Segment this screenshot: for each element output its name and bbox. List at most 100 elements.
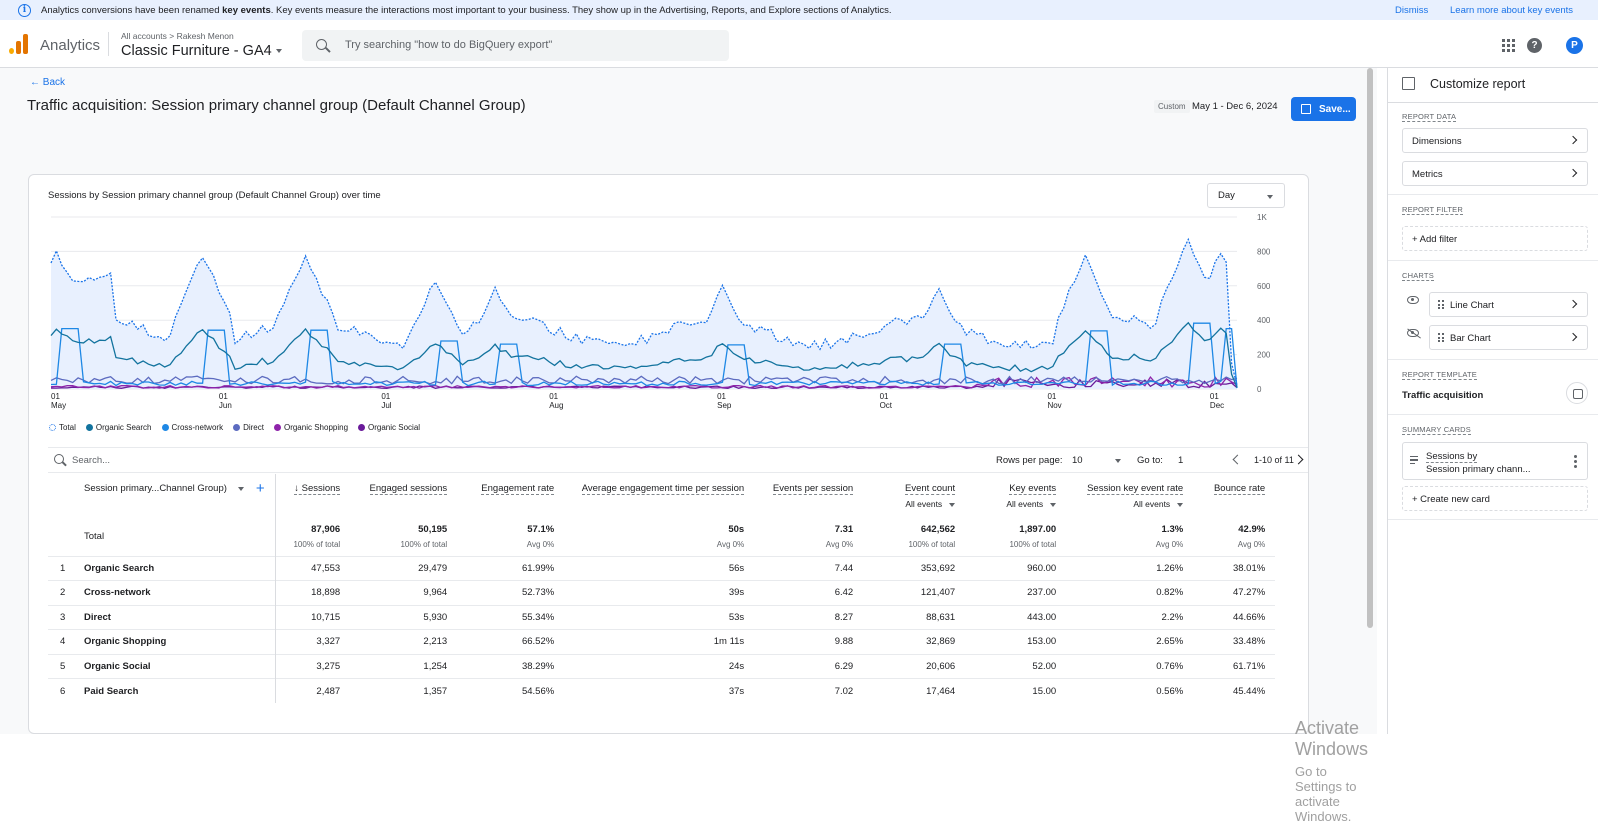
app-name[interactable]: Analytics [40, 37, 101, 54]
channel-name: Organic Search [74, 555, 276, 581]
report-filter-heading: REPORT FILTER [1402, 205, 1463, 215]
metric-cell: 9.88 [754, 629, 864, 654]
eye-icon[interactable] [1407, 296, 1419, 304]
template-name: Traffic acquisition [1402, 390, 1484, 401]
table-row[interactable]: 1 Organic Search 47,553 29,479 61.99% 56s 7.44… [48, 555, 1276, 581]
event-filter-dropdown[interactable]: All events [863, 499, 955, 509]
rows-per-page-select[interactable]: 10 [1072, 455, 1083, 466]
chevron-left-icon[interactable] [1232, 454, 1243, 465]
total-cell: 50,195 100% of total [400, 524, 448, 550]
metric-cell: 237.00 [965, 580, 1067, 605]
property-selector[interactable]: Classic Furniture - GA4 [121, 43, 282, 59]
metric-cell: 38.01% [1193, 555, 1276, 581]
event-filter-dropdown[interactable]: All events [965, 499, 1056, 509]
x-tick-label: Oct [880, 401, 893, 410]
back-link[interactable]: ← Back [30, 77, 66, 88]
x-tick-label: 01 [549, 392, 558, 401]
column-header[interactable]: Events per session [772, 483, 854, 495]
panel-header: Customize report [1388, 68, 1598, 103]
summary-card[interactable]: Sessions by Session primary chann... [1402, 442, 1588, 480]
apps-grid-icon[interactable] [1502, 39, 1515, 52]
series-line-organic-search [50, 321, 1238, 388]
table-row[interactable]: 6 Paid Search 2,487 1,357 54.56% 37s 7.02 17,46… [48, 678, 1276, 703]
account-breadcrumb[interactable]: All accounts > Rakesh Menon [121, 31, 234, 41]
column-header[interactable]: Event count All events [863, 474, 965, 518]
channel-name: Organic Shopping [74, 629, 276, 654]
column-header[interactable]: Average engagement time per session [581, 483, 745, 495]
total-cell: 1,897.00 100% of total [1009, 524, 1057, 550]
column-header[interactable]: Key events All events [965, 474, 1066, 518]
table-row[interactable]: 4 Organic Shopping 3,327 2,213 66.52% 1m 11s 9… [48, 629, 1276, 654]
more-vert-icon[interactable] [1574, 455, 1577, 468]
event-filter-dropdown[interactable]: All events [1066, 499, 1183, 509]
metric-cell: 44.66% [1193, 604, 1276, 630]
metric-cell: 960.00 [965, 555, 1067, 581]
legend-item[interactable]: Organic Shopping [273, 423, 348, 432]
column-header[interactable]: ↓ Sessions [294, 483, 341, 495]
series-line-total [50, 237, 1238, 386]
add-filter-button[interactable]: + Add filter [1402, 226, 1588, 251]
goto-input[interactable]: 1 [1178, 455, 1184, 466]
metric-cell: 32,869 [863, 629, 966, 654]
metric-cell: 1,254 [350, 653, 458, 679]
create-card-button[interactable]: + Create new card [1402, 486, 1588, 511]
dimensions-button[interactable]: Dimensions [1402, 128, 1588, 153]
chevron-down-icon[interactable] [237, 486, 244, 491]
edit-report-icon [1402, 77, 1415, 90]
legend-item[interactable]: Organic Search [85, 423, 152, 432]
save-icon [1301, 104, 1311, 114]
unlink-template-icon[interactable] [1566, 382, 1588, 404]
chevron-right-icon [1568, 332, 1578, 342]
metrics-button[interactable]: Metrics [1402, 161, 1588, 186]
main-scrollbar[interactable] [1367, 68, 1373, 628]
x-tick-label: Jul [381, 401, 391, 410]
learn-more-link[interactable]: Learn more about key events [1450, 4, 1574, 16]
account-avatar[interactable]: P [1566, 37, 1583, 54]
column-header[interactable]: Session key event rate All events [1066, 474, 1193, 518]
bar-chart-item[interactable]: Bar Chart [1429, 325, 1588, 350]
dimension-header[interactable]: Session primary...Channel Group) + [74, 474, 276, 518]
metric-cell: 353,692 [863, 555, 966, 581]
page-title: Traffic acquisition: Session primary cha… [27, 97, 526, 114]
legend-item[interactable]: Cross-network [161, 423, 223, 432]
total-cell: 7.31 Avg 0% [825, 524, 854, 550]
eye-off-icon[interactable] [1407, 329, 1419, 337]
table-row[interactable]: 2 Cross-network 18,898 9,964 52.73% 39s 6.42 12… [48, 580, 1276, 605]
dismiss-link[interactable]: Dismiss [1395, 4, 1429, 16]
table-row[interactable]: 5 Organic Social 3,275 1,254 38.29% 24s 6.29 20… [48, 653, 1276, 679]
summary-cards-heading: SUMMARY CARDS [1402, 425, 1472, 435]
x-tick-label: 01 [219, 392, 228, 401]
chevron-right-icon [1568, 135, 1578, 145]
metric-cell: 6.29 [754, 653, 864, 679]
info-banner: i Analytics conversions have been rename… [0, 0, 1598, 20]
line-chart-item[interactable]: Line Chart [1429, 292, 1588, 317]
metric-cell: 7.44 [754, 555, 864, 581]
report-data-heading: REPORT DATA [1402, 112, 1457, 122]
chart-legend: Total Organic Search Cross-network Direct Or… [49, 423, 430, 432]
metric-cell: 7.02 [754, 678, 864, 703]
legend-item[interactable]: Direct [233, 423, 264, 432]
card-title-line2: Session primary chann... [1426, 464, 1531, 475]
save-button[interactable]: Save... [1291, 97, 1356, 121]
column-header[interactable]: Engagement rate [481, 483, 555, 495]
drag-handle-icon[interactable] [1438, 300, 1444, 310]
table-search-input[interactable]: Search... [72, 455, 111, 466]
table-row[interactable]: 3 Direct 10,715 5,930 55.34% 53s 8.27 88,631 443… [48, 604, 1276, 630]
date-range-picker[interactable]: May 1 - Dec 6, 2024 [1192, 101, 1278, 112]
y-tick-label: 1K [1257, 213, 1267, 222]
chevron-right-icon[interactable] [1293, 454, 1304, 465]
drag-handle-icon[interactable] [1438, 333, 1444, 343]
analytics-logo-icon[interactable] [9, 34, 29, 54]
granularity-select[interactable]: Day [1207, 183, 1285, 208]
report-table: Session primary...Channel Group) + ↓ Sess… [48, 474, 1276, 703]
help-icon[interactable]: ? [1527, 38, 1542, 53]
global-search-input[interactable]: Try searching "how to do BigQuery export… [302, 30, 729, 61]
column-header[interactable]: Engaged sessions [369, 483, 448, 495]
total-cell: 57.1% Avg 0% [526, 524, 555, 550]
legend-item[interactable]: Organic Social [358, 423, 420, 432]
legend-item[interactable]: Total [49, 423, 76, 432]
add-dimension-icon[interactable]: + [255, 479, 265, 497]
column-header[interactable]: Bounce rate [1213, 483, 1266, 495]
chevron-down-icon [1115, 459, 1121, 463]
